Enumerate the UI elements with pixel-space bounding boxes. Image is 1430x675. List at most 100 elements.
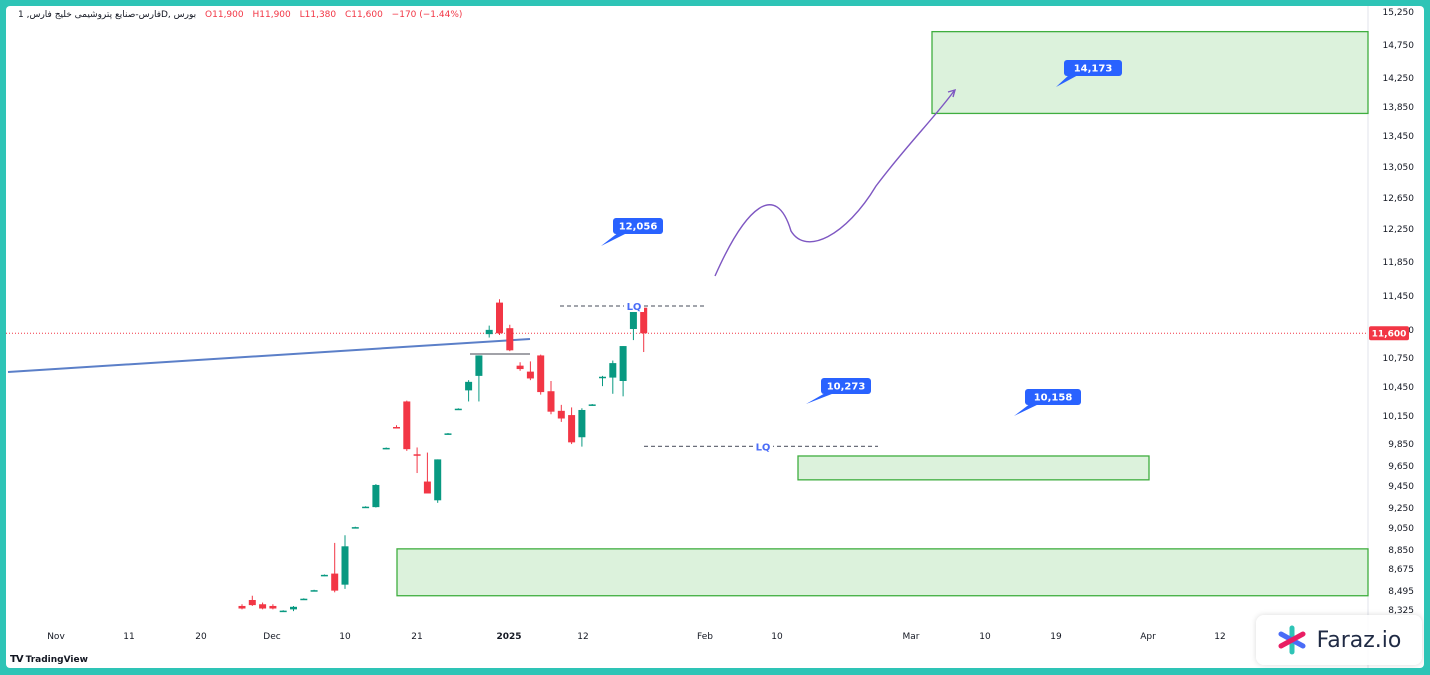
target-zone-mid[interactable] (797, 455, 1150, 481)
y-tick-label: 11,850 (1383, 258, 1415, 268)
candle-body[interactable] (310, 590, 318, 592)
lq-high-label: LQ (627, 302, 642, 313)
y-tick-label: 8,495 (1388, 587, 1414, 597)
projection-path[interactable] (714, 90, 955, 277)
candle-body[interactable] (403, 401, 411, 450)
x-tick-label: 12 (1214, 632, 1225, 642)
x-tick-label: 10 (979, 632, 991, 642)
lq-low-label-bg (753, 440, 773, 453)
candle-body[interactable] (588, 404, 596, 406)
candle-body[interactable] (341, 546, 349, 585)
candle-body[interactable] (362, 506, 370, 509)
candle-body[interactable] (413, 454, 421, 456)
y-tick-label: 13,450 (1383, 132, 1415, 142)
ohlc-change: −170 (−1.44%) (391, 10, 463, 20)
x-tick-label: 12 (577, 632, 588, 642)
candle-body[interactable] (537, 355, 545, 393)
candle-body[interactable] (382, 447, 390, 450)
candle-body[interactable] (496, 302, 503, 334)
candle-body[interactable] (351, 527, 359, 529)
y-tick-label: 13,050 (1383, 163, 1415, 173)
candle-body[interactable] (640, 307, 648, 334)
x-tick-label: 11 (123, 632, 134, 642)
candle-body[interactable] (238, 605, 246, 609)
y-tick-label: 15,250 (1383, 8, 1415, 18)
candle-body[interactable] (506, 328, 514, 351)
trend-line[interactable] (7, 338, 531, 373)
symbol-name[interactable]: فارس-صنایع پتروشیمی خلیج فارس, 1D, بورس (18, 10, 197, 20)
callout-12056-pointer (601, 232, 629, 246)
y-tick-label: 10,150 (1383, 412, 1415, 422)
y-tick-label: 10,750 (1383, 354, 1415, 364)
candle-body[interactable] (599, 376, 606, 379)
candle-body[interactable] (609, 363, 617, 378)
callout-10273-pointer (806, 392, 837, 404)
x-tick-label: Nov (47, 632, 65, 642)
ohlc-low: L11,380 (299, 10, 337, 20)
ohlc-high: H11,900 (252, 10, 291, 20)
x-tick-label: Apr (1140, 632, 1156, 642)
x-tick-label: 10 (771, 632, 783, 642)
candle-body[interactable] (269, 605, 277, 609)
candle-body[interactable] (619, 346, 627, 381)
y-tick-label: 12,650 (1383, 194, 1415, 204)
faraz-watermark-text: Faraz.io (1316, 627, 1402, 653)
x-tick-label: Dec (263, 632, 280, 642)
candle-body[interactable] (444, 433, 452, 435)
supply-zone-top[interactable] (931, 30, 1369, 115)
callout-10273-box[interactable] (821, 378, 871, 394)
candle-body[interactable] (557, 410, 565, 419)
candle-body[interactable] (290, 606, 297, 610)
callout-12056-box[interactable] (613, 218, 663, 234)
callout-14173-box[interactable] (1064, 60, 1122, 76)
projection-arrow-head (947, 88, 957, 98)
lq-high-label-bg (624, 300, 644, 313)
y-tick-label: 9,450 (1388, 482, 1414, 492)
faraz-logo-icon (1278, 625, 1306, 655)
tradingview-label: TradingView (25, 654, 88, 665)
x-tick-label: Feb (697, 632, 713, 642)
x-tick-label: 19 (1050, 632, 1062, 642)
candle-body[interactable] (434, 459, 442, 501)
candle-body[interactable] (300, 598, 308, 601)
candle-body[interactable] (279, 610, 287, 613)
y-tick-label: 14,250 (1383, 74, 1415, 84)
callout-12056-label: 12,056 (619, 222, 658, 233)
y-tick-label: 9,050 (1388, 524, 1414, 534)
candle-body[interactable] (248, 599, 256, 606)
y-tick-label: 13,850 (1383, 103, 1415, 113)
candle-body[interactable] (568, 415, 576, 443)
callout-10158-box[interactable] (1025, 389, 1081, 405)
candle-body[interactable] (393, 427, 400, 429)
candle-body[interactable] (465, 381, 473, 391)
candle-body[interactable] (475, 355, 483, 376)
candle-body[interactable] (423, 481, 431, 494)
candle-body[interactable] (485, 329, 493, 335)
candle-body[interactable] (372, 484, 380, 508)
candle-body[interactable] (526, 371, 534, 379)
last-price-label: 11,600 (1372, 329, 1407, 339)
candle-body[interactable] (629, 311, 637, 330)
callout-10273-label: 10,273 (827, 382, 866, 393)
candle-body[interactable] (320, 574, 328, 577)
y-tick-label: 10,450 (1383, 383, 1415, 393)
y-tick-label: 11,450 (1383, 292, 1415, 302)
candle-body[interactable] (259, 604, 267, 609)
chart-frame: 15,250 14,750 14,250 13,850 13,450 13,050 12,6… (6, 6, 1424, 668)
demand-zone-bottom[interactable] (396, 548, 1369, 597)
candle-body[interactable] (454, 408, 462, 411)
y-tick-label: 8,325 (1388, 606, 1414, 616)
candle-body[interactable] (547, 391, 555, 412)
y-tick-label: 8,675 (1388, 565, 1414, 575)
candle-body[interactable] (331, 573, 339, 591)
callout-14173-pointer (1056, 74, 1080, 87)
chart-canvas[interactable]: 15,250 14,750 14,250 13,850 13,450 13,050 12,6… (6, 6, 1424, 668)
candle-body[interactable] (516, 365, 524, 370)
x-tick-label: 20 (195, 632, 207, 642)
tradingview-logo[interactable]: TV TradingView (10, 654, 88, 665)
x-tick-label: Mar (903, 632, 920, 642)
x-tick-label: 21 (411, 632, 422, 642)
candle-body[interactable] (578, 409, 586, 438)
symbol-header: فارس-صنایع پتروشیمی خلیج فارس, 1D, بورس … (18, 10, 468, 20)
y-tick-label: 12,250 (1383, 225, 1415, 235)
